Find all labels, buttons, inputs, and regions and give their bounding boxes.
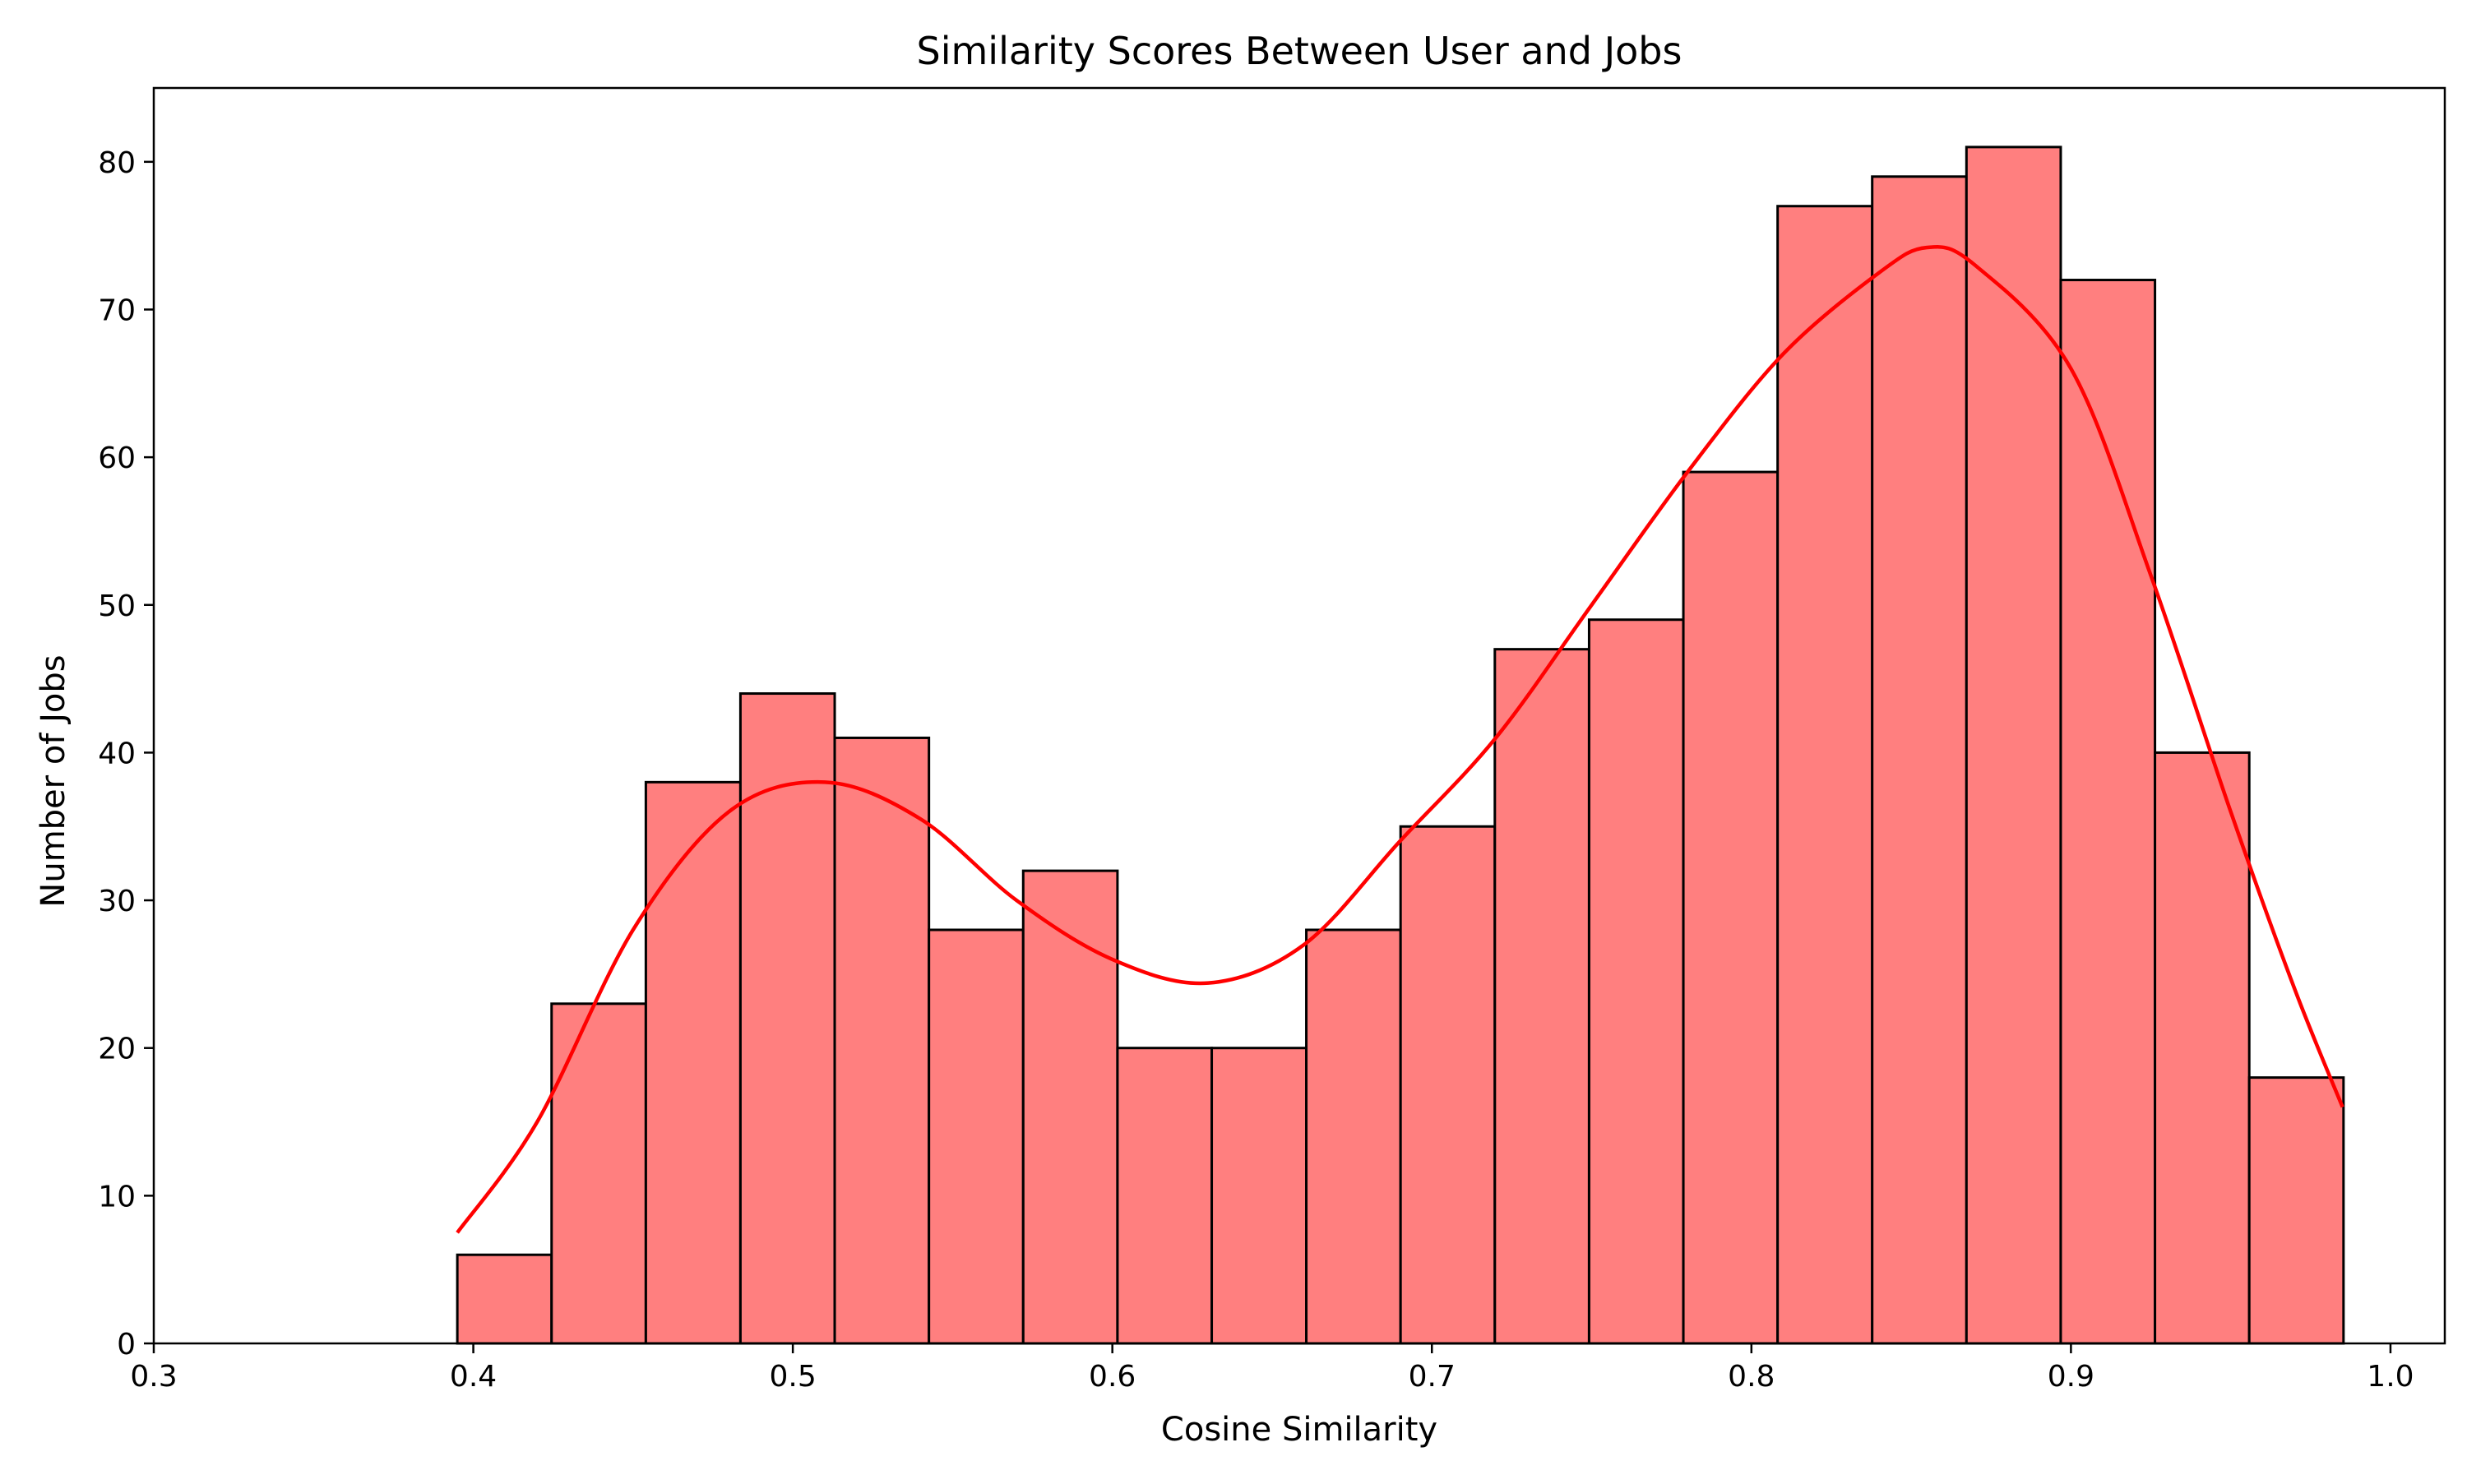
histogram-bar (738, 692, 836, 1345)
histogram-bar (1305, 928, 1402, 1345)
x-tick-label: 0.8 (1728, 1360, 1775, 1394)
histogram-bars (456, 146, 2345, 1345)
histogram-bar (1210, 1047, 1308, 1345)
histogram-bar (456, 1253, 553, 1345)
y-tick-label: 20 (98, 1033, 136, 1066)
y-tick-label: 40 (98, 737, 136, 770)
histogram-bar (928, 928, 1025, 1345)
histogram-bar (1776, 205, 1874, 1345)
histogram-bar (644, 780, 742, 1345)
histogram-bar (2154, 751, 2251, 1345)
histogram-bar (1587, 618, 1685, 1345)
chart-title: Similarity Scores Between User and Jobs (917, 29, 1682, 73)
histogram-bar (2059, 279, 2157, 1345)
x-tick-label: 0.6 (1089, 1360, 1136, 1394)
x-axis-label: Cosine Similarity (1161, 1411, 1437, 1449)
kde-curve (456, 245, 2344, 1234)
y-tick-label: 80 (98, 146, 136, 180)
histogram-bar (1399, 825, 1497, 1345)
x-tick-label: 0.7 (1409, 1360, 1456, 1394)
x-tick-label: 0.3 (130, 1360, 177, 1394)
y-tick-label: 50 (98, 589, 136, 623)
histogram-bar (1871, 175, 1968, 1345)
y-axis-label: Number of Jobs (35, 654, 72, 907)
histogram-bar (550, 1002, 647, 1345)
plot-frame (152, 86, 2446, 1345)
x-axis-ticks: 0.3 0.4 0.5 0.6 0.7 0.8 0.9 1.0 (130, 1343, 2414, 1394)
histogram-bar (2247, 1076, 2345, 1345)
histogram-bar (1116, 1047, 1214, 1345)
histogram-bar (1965, 146, 2062, 1345)
y-tick-label: 10 (98, 1180, 136, 1214)
histogram-bar (1682, 470, 1780, 1345)
histogram-bar (1021, 869, 1119, 1345)
y-tick-label: 30 (98, 885, 136, 918)
y-tick-label: 0 (117, 1328, 136, 1361)
x-tick-label: 0.4 (450, 1360, 497, 1394)
histogram-bar (833, 736, 931, 1345)
x-tick-label: 1.0 (2367, 1360, 2414, 1394)
x-tick-label: 0.9 (2048, 1360, 2094, 1394)
y-tick-label: 60 (98, 442, 136, 475)
y-tick-label: 70 (98, 294, 136, 327)
x-tick-label: 0.5 (769, 1360, 816, 1394)
histogram-bar (1493, 648, 1590, 1345)
kde-curve-group (456, 245, 2344, 1234)
y-axis-ticks: 0 10 20 30 40 50 60 70 80 (98, 146, 154, 1361)
